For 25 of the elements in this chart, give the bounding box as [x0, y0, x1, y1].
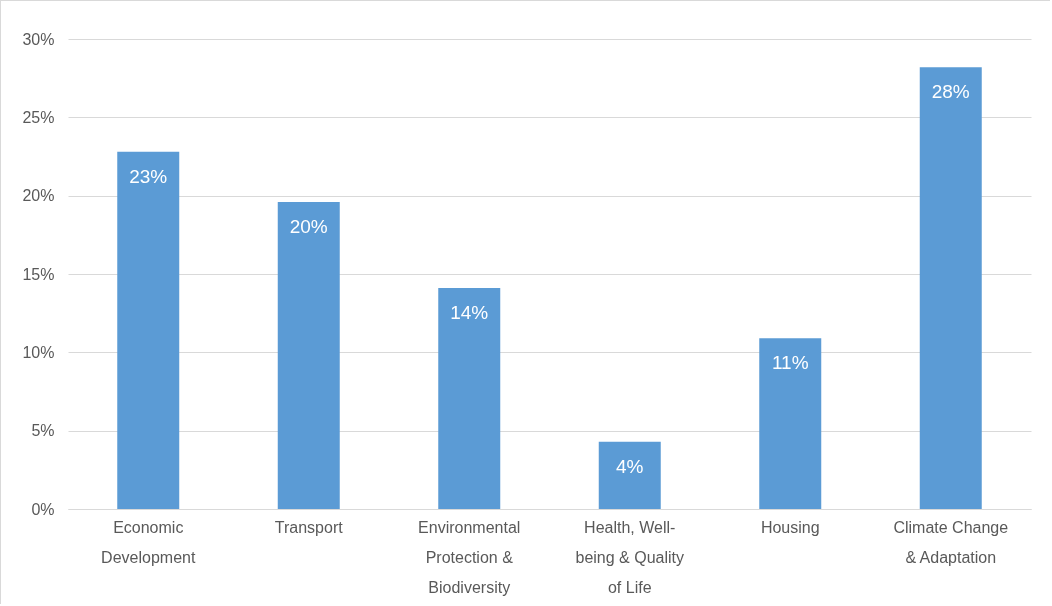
x-tick-label: Transport [274, 518, 344, 536]
y-tick-label: 10% [22, 343, 55, 361]
data-label: 4% [616, 455, 644, 477]
data-label: 20% [289, 215, 328, 237]
y-tick-label: 20% [22, 187, 55, 205]
y-tick-label: 0% [31, 500, 55, 518]
x-tick-label: Environmental Protection & Biodiversity [418, 518, 521, 596]
bar [438, 288, 501, 509]
bar [277, 201, 340, 509]
y-tick-label: 15% [22, 265, 55, 283]
y-tick-label: 5% [31, 422, 55, 440]
x-tick-label: Housing [760, 518, 820, 536]
y-tick-label: 25% [22, 108, 55, 126]
x-tick-label: Climate Change & Adaptation [893, 518, 1009, 566]
y-tick-label: 30% [22, 30, 55, 48]
bar [919, 67, 982, 509]
data-label: 23% [129, 165, 168, 187]
data-label: 11% [771, 352, 809, 374]
bar [759, 338, 822, 509]
x-tick-label: Health, Well-being & Quality of Life [575, 518, 685, 596]
bar [598, 441, 661, 509]
data-label: 28% [931, 81, 970, 103]
bar [117, 151, 180, 509]
x-tick-label: Economic Development [101, 518, 196, 566]
data-label: 14% [450, 302, 489, 324]
